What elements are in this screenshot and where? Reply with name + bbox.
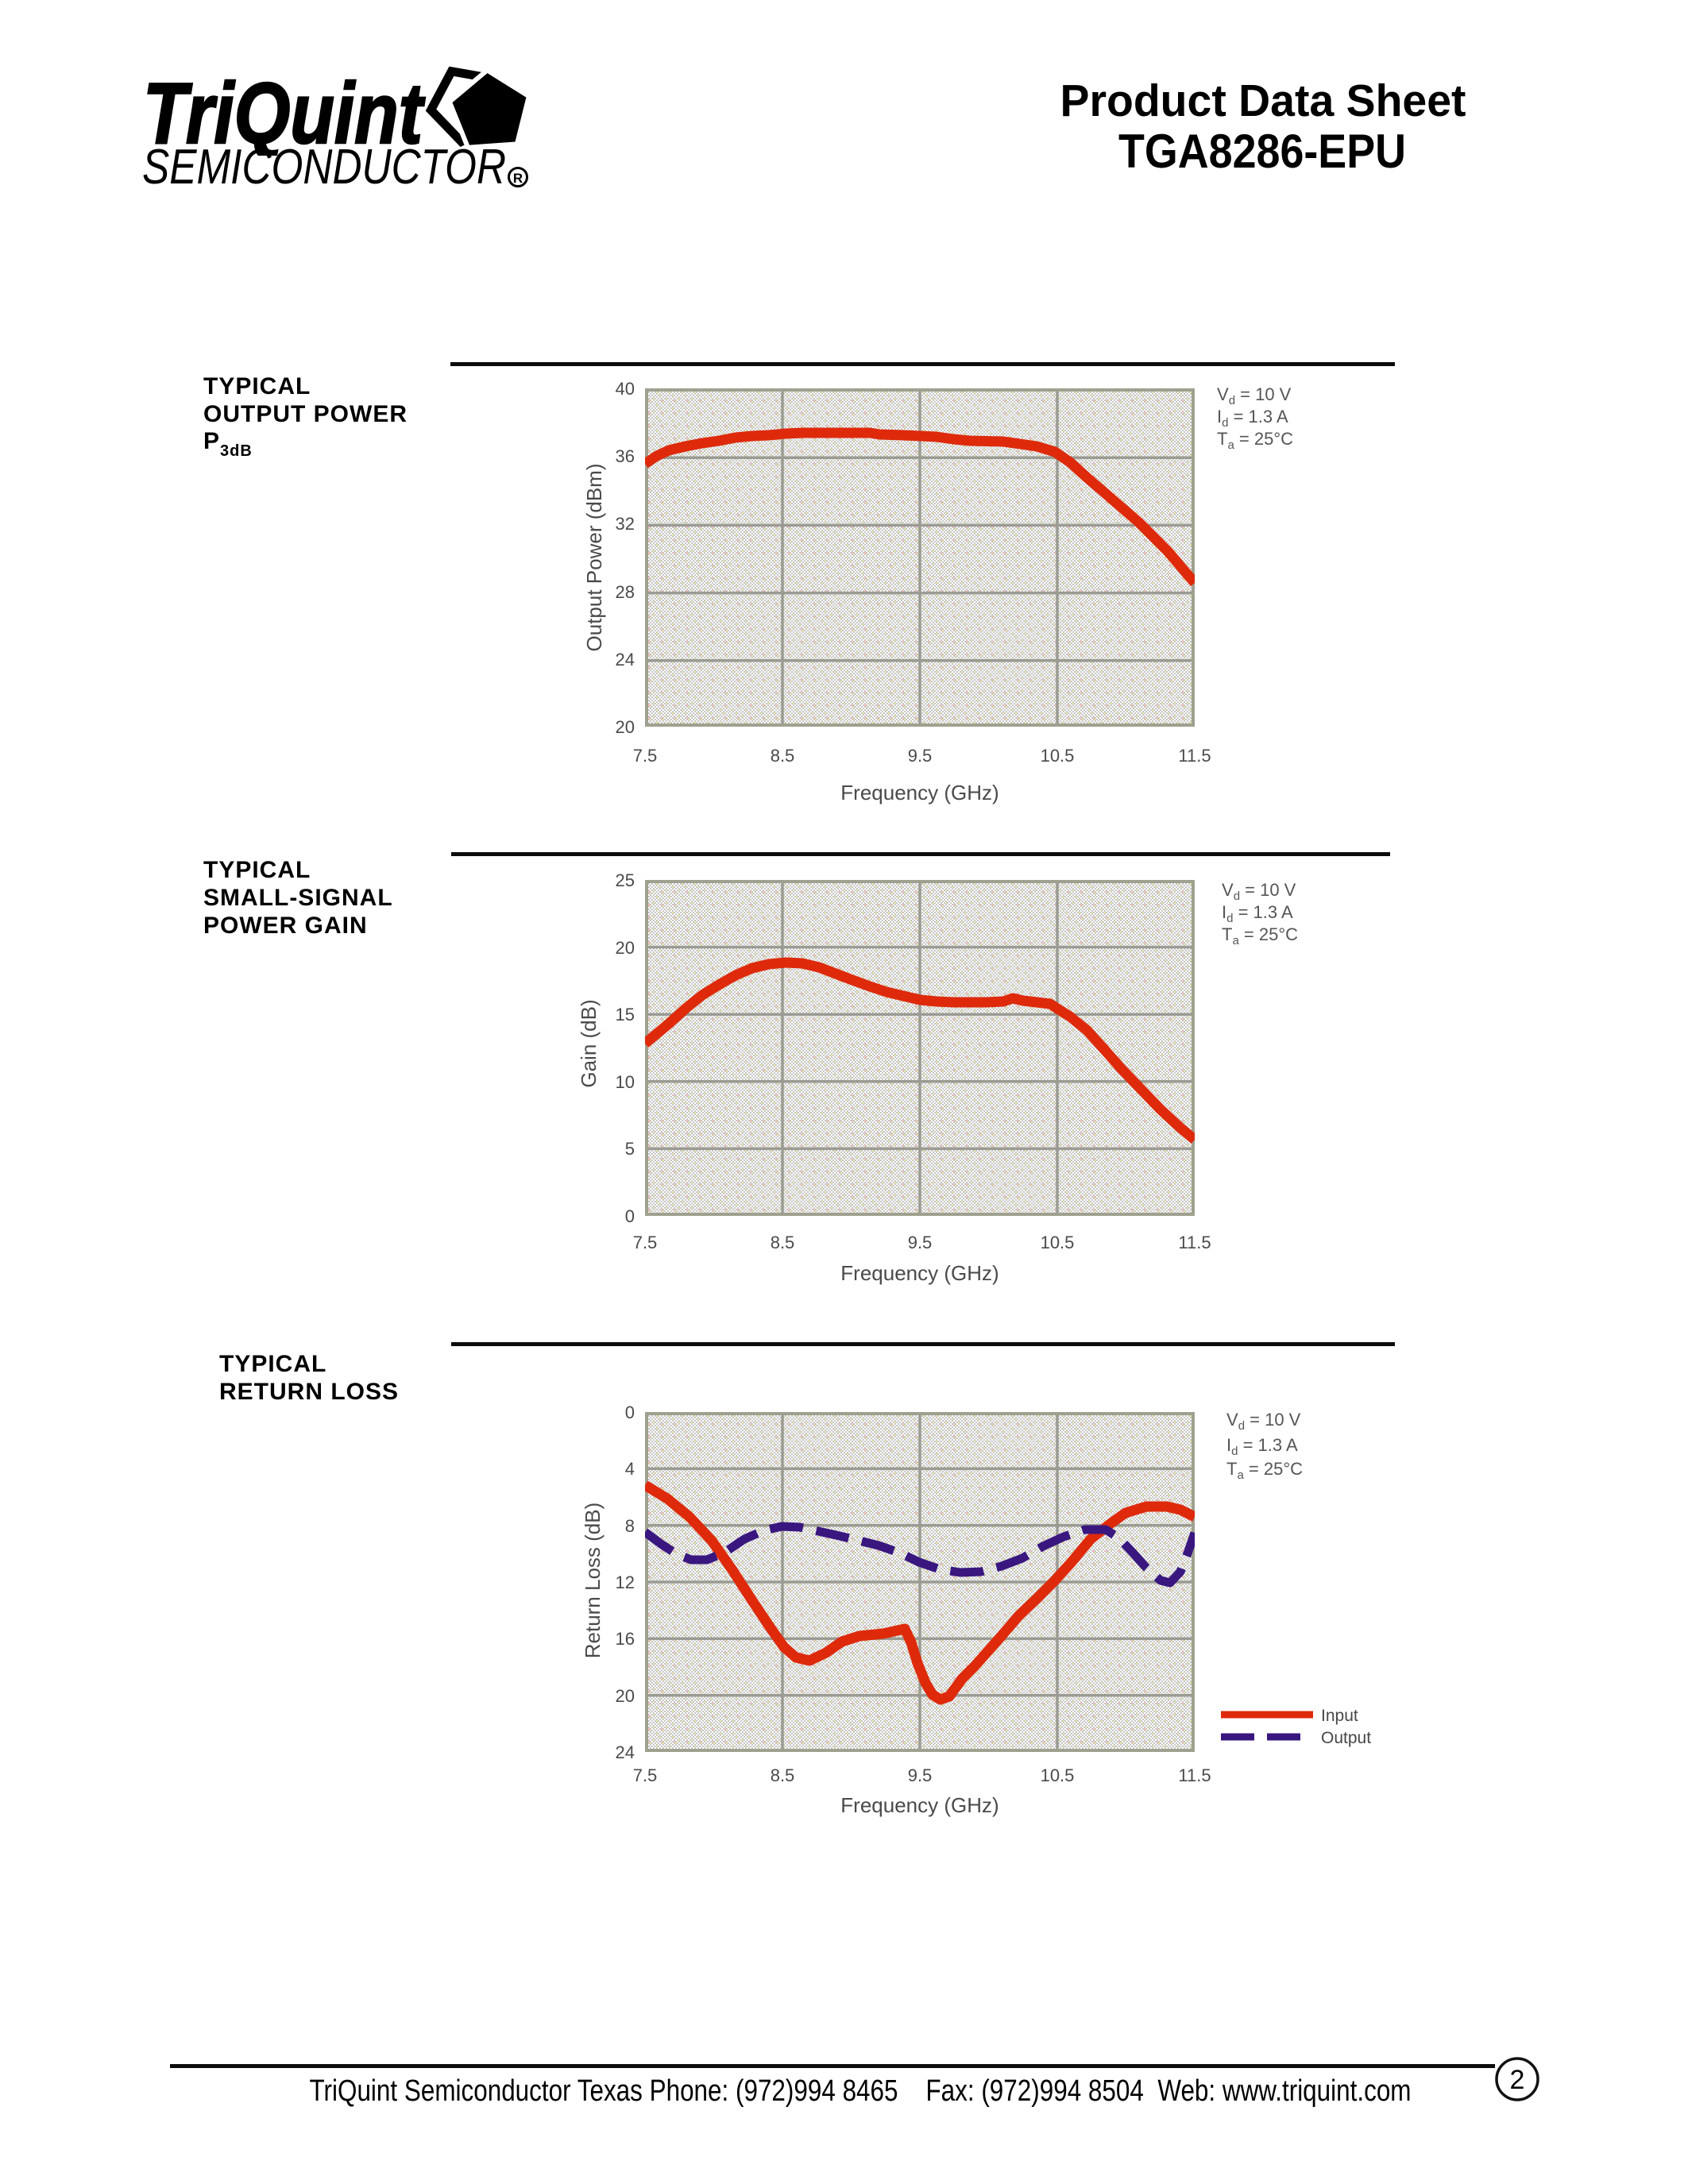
svg-text:15: 15 [616, 1005, 635, 1024]
svg-text:TYPICAL: TYPICAL [203, 373, 311, 399]
svg-text:32: 32 [616, 514, 635, 534]
svg-text:Product Data Sheet: Product Data Sheet [1060, 75, 1466, 126]
svg-text:Output Power (dBm): Output Power (dBm) [582, 464, 606, 652]
svg-text:28: 28 [616, 582, 635, 602]
svg-text:Vd = 10 V: Vd = 10 V [1226, 1410, 1301, 1433]
svg-text:Frequency (GHz): Frequency (GHz) [840, 1261, 999, 1285]
svg-text:Id = 1.3 A: Id = 1.3 A [1222, 902, 1293, 925]
svg-text:16: 16 [616, 1629, 635, 1649]
svg-text:8.5: 8.5 [771, 746, 795, 766]
svg-text:TGA8286-EPU: TGA8286-EPU [1118, 125, 1406, 178]
svg-text:25: 25 [616, 870, 635, 890]
svg-text:Input: Input [1321, 1707, 1358, 1725]
svg-text:Id = 1.3 A: Id = 1.3 A [1217, 407, 1288, 430]
svg-text:TYPICAL: TYPICAL [219, 1351, 326, 1377]
svg-text:7.5: 7.5 [633, 746, 658, 766]
svg-text:Vd = 10 V: Vd = 10 V [1217, 384, 1292, 407]
svg-text:8: 8 [625, 1516, 635, 1536]
svg-text:7.5: 7.5 [633, 1233, 658, 1252]
svg-text:Ta = 25°C: Ta = 25°C [1222, 924, 1298, 947]
svg-text:Id = 1.3 A: Id = 1.3 A [1226, 1435, 1298, 1458]
svg-text:4: 4 [625, 1459, 635, 1479]
svg-text:TriQuint: TriQuint [143, 65, 426, 162]
svg-text:40: 40 [616, 379, 635, 399]
svg-text:TriQuint Semiconductor Texas P: TriQuint Semiconductor Texas Phone: (972… [310, 2074, 1412, 2108]
svg-text:12: 12 [616, 1572, 635, 1592]
svg-text:9.5: 9.5 [908, 1765, 933, 1785]
svg-text:5: 5 [625, 1139, 635, 1159]
svg-text:10.5: 10.5 [1041, 1233, 1075, 1252]
svg-text:10: 10 [616, 1072, 635, 1092]
svg-text:R: R [513, 171, 523, 186]
svg-text:SMALL-SIGNAL: SMALL-SIGNAL [203, 885, 393, 911]
svg-text:7.5: 7.5 [633, 1765, 658, 1785]
svg-text:36: 36 [616, 446, 635, 466]
svg-text:TYPICAL: TYPICAL [203, 857, 311, 883]
svg-text:Output: Output [1321, 1729, 1371, 1747]
svg-text:20: 20 [616, 938, 635, 958]
svg-text:11.5: 11.5 [1178, 746, 1211, 766]
svg-text:OUTPUT POWER: OUTPUT POWER [203, 401, 408, 427]
svg-text:2: 2 [1510, 2065, 1525, 2095]
svg-text:0: 0 [625, 1403, 635, 1422]
svg-text:Frequency (GHz): Frequency (GHz) [840, 781, 999, 805]
svg-text:20: 20 [616, 717, 635, 737]
svg-text:0: 0 [625, 1206, 635, 1226]
svg-text:24: 24 [616, 1742, 635, 1762]
svg-text:8.5: 8.5 [771, 1233, 795, 1252]
svg-text:11.5: 11.5 [1178, 1765, 1211, 1785]
svg-text:10.5: 10.5 [1041, 746, 1075, 766]
svg-text:POWER GAIN: POWER GAIN [203, 913, 368, 939]
svg-text:Gain (dB): Gain (dB) [577, 999, 601, 1087]
svg-text:9.5: 9.5 [908, 1233, 933, 1252]
svg-text:20: 20 [616, 1686, 635, 1706]
svg-text:24: 24 [616, 650, 635, 669]
svg-text:SEMICONDUCTOR: SEMICONDUCTOR [142, 140, 506, 195]
svg-text:10.5: 10.5 [1041, 1765, 1075, 1785]
svg-text:9.5: 9.5 [908, 746, 933, 766]
svg-text:Frequency (GHz): Frequency (GHz) [840, 1793, 999, 1817]
svg-text:8.5: 8.5 [771, 1765, 795, 1785]
svg-text:Vd = 10 V: Vd = 10 V [1222, 880, 1296, 903]
svg-text:Return Loss (dB): Return Loss (dB) [581, 1503, 605, 1659]
svg-text:RETURN LOSS: RETURN LOSS [219, 1379, 399, 1405]
svg-text:Ta = 25°C: Ta = 25°C [1226, 1459, 1303, 1482]
svg-text:11.5: 11.5 [1178, 1233, 1211, 1252]
